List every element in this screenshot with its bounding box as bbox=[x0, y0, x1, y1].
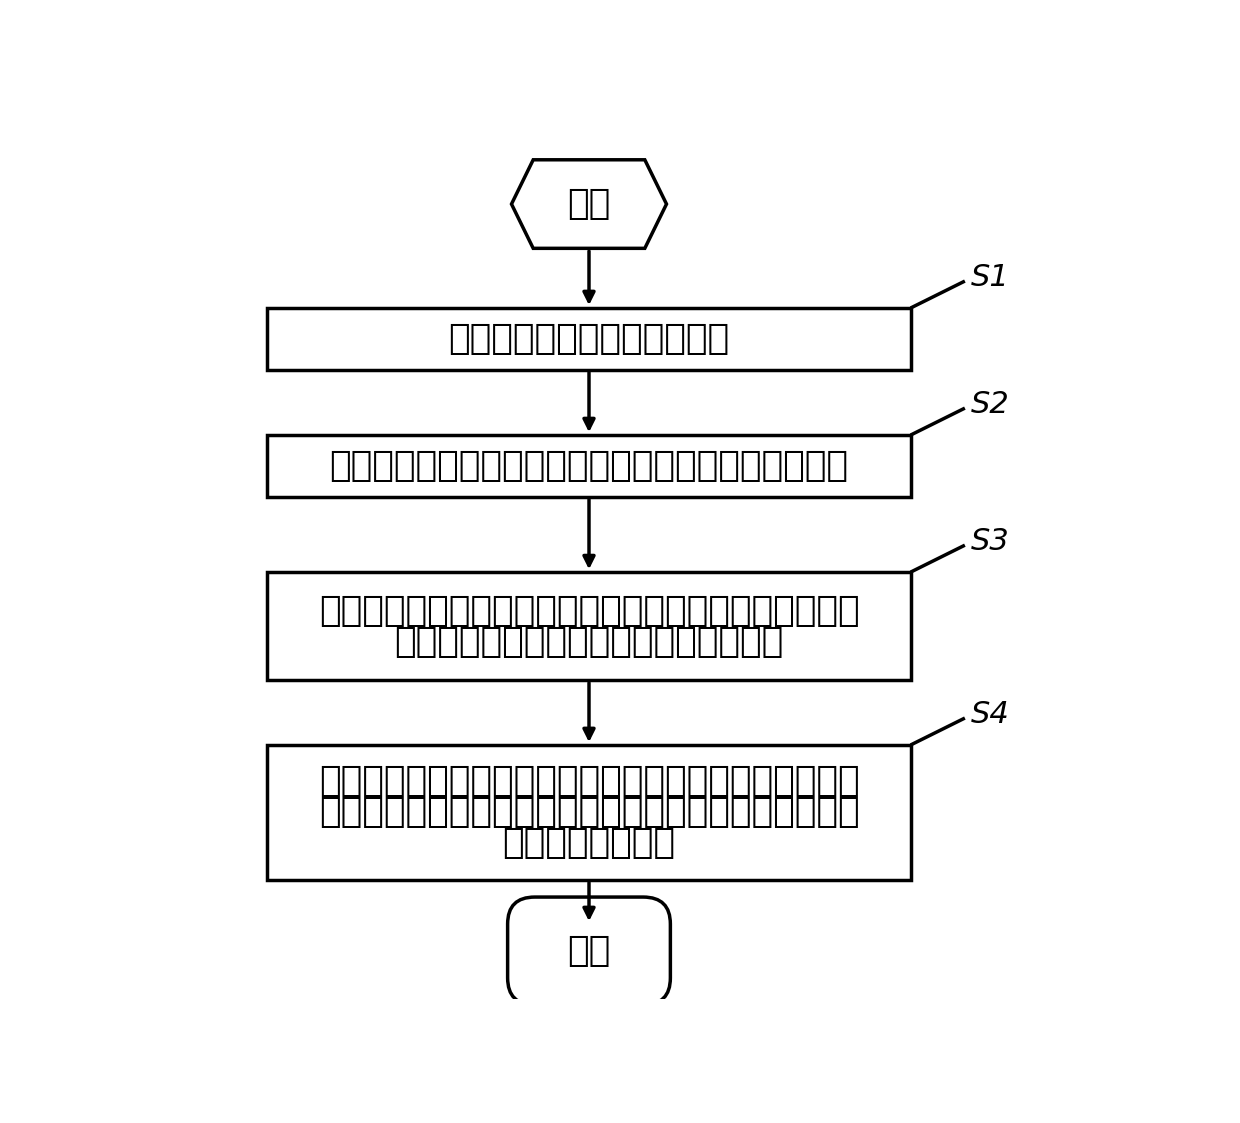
FancyBboxPatch shape bbox=[268, 308, 910, 369]
FancyBboxPatch shape bbox=[268, 435, 910, 496]
Text: 对所述立柱进行动态分析，确定立柱的固有频率和振型: 对所述立柱进行动态分析，确定立柱的固有频率和振型 bbox=[330, 449, 848, 483]
FancyBboxPatch shape bbox=[507, 897, 671, 1005]
FancyBboxPatch shape bbox=[268, 572, 910, 679]
Text: 提高的空间质量分布，根据所述立柱的单元密度的分布，: 提高的空间质量分布，根据所述立柱的单元密度的分布， bbox=[319, 795, 859, 830]
FancyBboxPatch shape bbox=[268, 745, 910, 879]
Text: 建立磨齿机立柱的有限元模型: 建立磨齿机立柱的有限元模型 bbox=[449, 322, 729, 356]
Text: 结束: 结束 bbox=[568, 934, 610, 968]
Text: S3: S3 bbox=[971, 527, 1009, 556]
Text: 标函数，对立柱进行独立的单阶拓扑优化: 标函数，对立柱进行独立的单阶拓扑优化 bbox=[394, 624, 784, 658]
Text: 根据所述单阶拓扑优化结果，寻找结构质量轻且低阶频率: 根据所述单阶拓扑优化结果，寻找结构质量轻且低阶频率 bbox=[319, 765, 859, 798]
Text: S2: S2 bbox=[971, 390, 1009, 419]
Text: S4: S4 bbox=[971, 700, 1009, 729]
Text: 优化立柱内部结构: 优化立柱内部结构 bbox=[502, 827, 676, 860]
Polygon shape bbox=[511, 159, 667, 248]
Text: 开始: 开始 bbox=[568, 188, 610, 221]
Text: S1: S1 bbox=[971, 263, 1009, 292]
Text: 以立柱的设计空间单元体积为约束，以立柱固有频率为目: 以立柱的设计空间单元体积为约束，以立柱固有频率为目 bbox=[319, 593, 859, 628]
